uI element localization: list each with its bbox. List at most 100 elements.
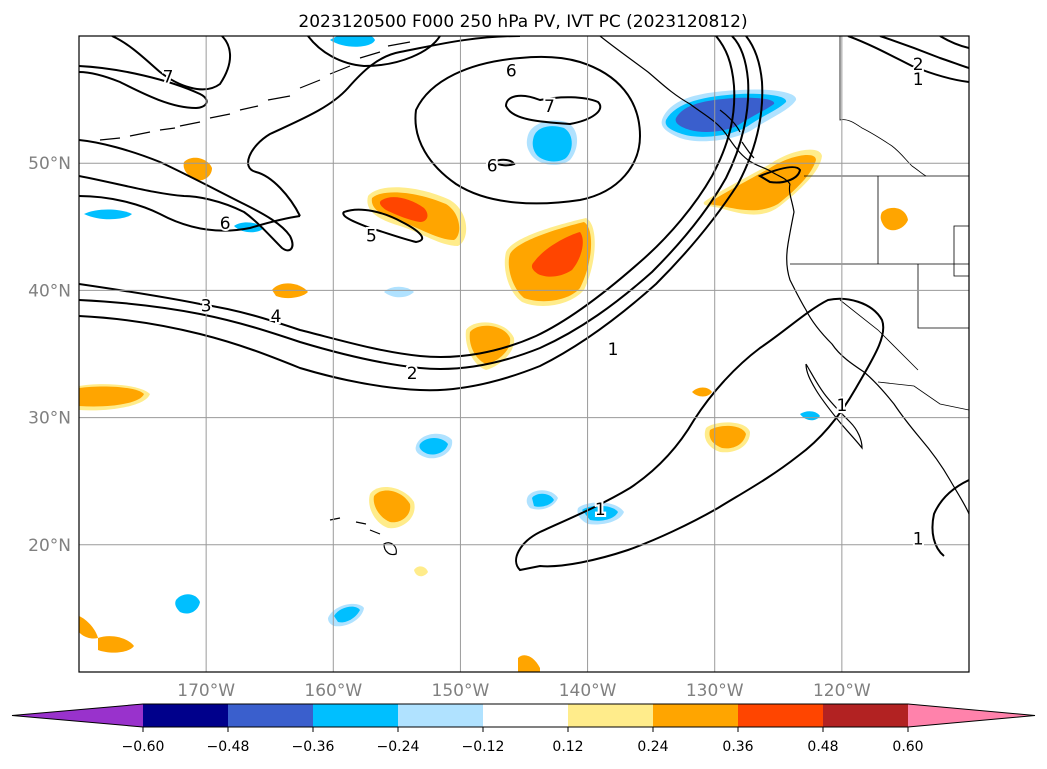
negative-anomaly-region	[384, 286, 414, 298]
contour-line	[757, 166, 802, 184]
contour-line	[879, 36, 969, 69]
latitude-tick-label: 50°N	[28, 154, 71, 174]
contour-label: 7	[544, 97, 555, 117]
negative-anomaly-region	[334, 606, 360, 623]
positive-anomaly-region	[880, 207, 908, 231]
colorbar-segment	[143, 704, 228, 727]
colorbar-segment	[483, 704, 568, 727]
colorbar-segment	[398, 704, 483, 727]
contour-label: 3	[201, 297, 212, 317]
colorbar-ticks: −0.60 −0.48 −0.36 −0.24 −0.12 0.12 0.24 0.36 0.4…	[122, 727, 924, 755]
contour-line	[247, 36, 521, 217]
colorbar-extension-min	[12, 704, 143, 727]
colorbar-segment	[823, 704, 908, 727]
contour-label: 1	[836, 396, 847, 416]
colorbar-tick-label: −0.36	[292, 739, 335, 755]
contour-line	[79, 36, 736, 359]
contour-label: 4	[271, 307, 282, 327]
ivt-anomaly-shading	[79, 36, 908, 672]
latitude-labels: 20°N 30°N 40°N 50°N	[28, 154, 71, 556]
colorbar-tick-label: 0.48	[807, 739, 838, 755]
negative-anomaly-region	[419, 438, 448, 455]
contour-line	[79, 195, 301, 232]
negative-anomaly-region	[532, 493, 554, 507]
contour-line	[307, 36, 441, 68]
contour-label: 5	[366, 227, 377, 247]
contour-label: 2	[407, 364, 418, 384]
colorbar	[11, 703, 1036, 728]
positive-anomaly-region	[379, 197, 428, 222]
negative-anomaly-region	[175, 594, 200, 614]
colorbar-tick-label: 0.60	[892, 739, 923, 755]
longitude-tick-label: 170°W	[177, 681, 235, 701]
colorbar-segment	[313, 704, 398, 727]
colorbar-tick-label: 0.24	[637, 739, 668, 755]
positive-anomaly-region	[79, 616, 98, 639]
colorbar-segment	[653, 704, 738, 727]
contour-line	[79, 65, 208, 110]
hawaiian-islands	[329, 517, 397, 556]
latitude-tick-label: 20°N	[28, 536, 71, 556]
colorbar-segment	[568, 704, 653, 727]
negative-anomaly-region	[675, 97, 775, 132]
contour-label: 1	[595, 500, 606, 520]
contour-line	[79, 139, 294, 252]
ivt-contours	[79, 36, 969, 572]
latitude-tick-label: 30°N	[28, 409, 71, 429]
colorbar-tick-label: −0.12	[462, 739, 505, 755]
contour-label: 2	[913, 55, 924, 75]
graticule	[79, 36, 969, 672]
colorbar-tick-label: −0.48	[207, 739, 250, 755]
contour-line	[79, 36, 764, 392]
colorbar-segment	[228, 704, 313, 727]
negative-anomaly-region	[532, 126, 572, 162]
positive-anomaly-region	[709, 425, 746, 449]
figure-title: 2023120500 F000 250 hPa PV, IVT PC (2023…	[298, 12, 747, 32]
colorbar-tick-label: −0.24	[377, 739, 420, 755]
state-borders	[790, 176, 969, 371]
positive-anomaly-region	[692, 387, 712, 397]
map-frame	[78, 35, 970, 673]
longitude-tick-label: 140°W	[559, 681, 617, 701]
positive-anomaly-region	[709, 154, 816, 211]
longitude-tick-label: 120°W	[813, 681, 871, 701]
contour-line	[79, 36, 750, 371]
longitude-tick-label: 130°W	[686, 681, 744, 701]
contour-label: 6	[506, 61, 517, 81]
positive-anomaly-region	[518, 655, 540, 672]
contour-line	[504, 94, 602, 126]
longitude-tick-label: 150°W	[432, 681, 490, 701]
contour-line	[931, 479, 969, 557]
contour-line	[111, 36, 231, 91]
north-america-west-coast	[786, 183, 969, 515]
contour-label: 6	[220, 214, 231, 234]
negative-anomaly-region	[330, 36, 375, 47]
positive-anomaly-region	[79, 386, 144, 407]
political-borders	[790, 36, 969, 411]
contour-label: 1	[913, 70, 924, 90]
contour-line	[342, 208, 423, 244]
positive-anomaly-region	[414, 566, 428, 577]
colorbar-extension-max	[908, 704, 1035, 727]
colorbar-tick-label: 0.36	[722, 739, 753, 755]
contour-line	[492, 158, 516, 167]
latitude-tick-label: 40°N	[28, 281, 71, 301]
coastlines	[99, 36, 969, 556]
aleutian-islands	[99, 41, 411, 141]
contour-line	[414, 55, 642, 205]
positive-anomaly-region	[373, 490, 411, 523]
positive-anomaly-region	[531, 232, 583, 277]
contour-line	[515, 297, 885, 572]
contour-line	[939, 36, 969, 49]
longitude-tick-label: 160°W	[304, 681, 362, 701]
positive-anomaly-region	[98, 636, 134, 653]
us-mexico-border	[877, 381, 969, 411]
contour-label: 6	[487, 157, 498, 177]
contour-label: 7	[163, 68, 174, 88]
baja-california	[805, 363, 863, 450]
contour-label: 1	[608, 340, 619, 360]
